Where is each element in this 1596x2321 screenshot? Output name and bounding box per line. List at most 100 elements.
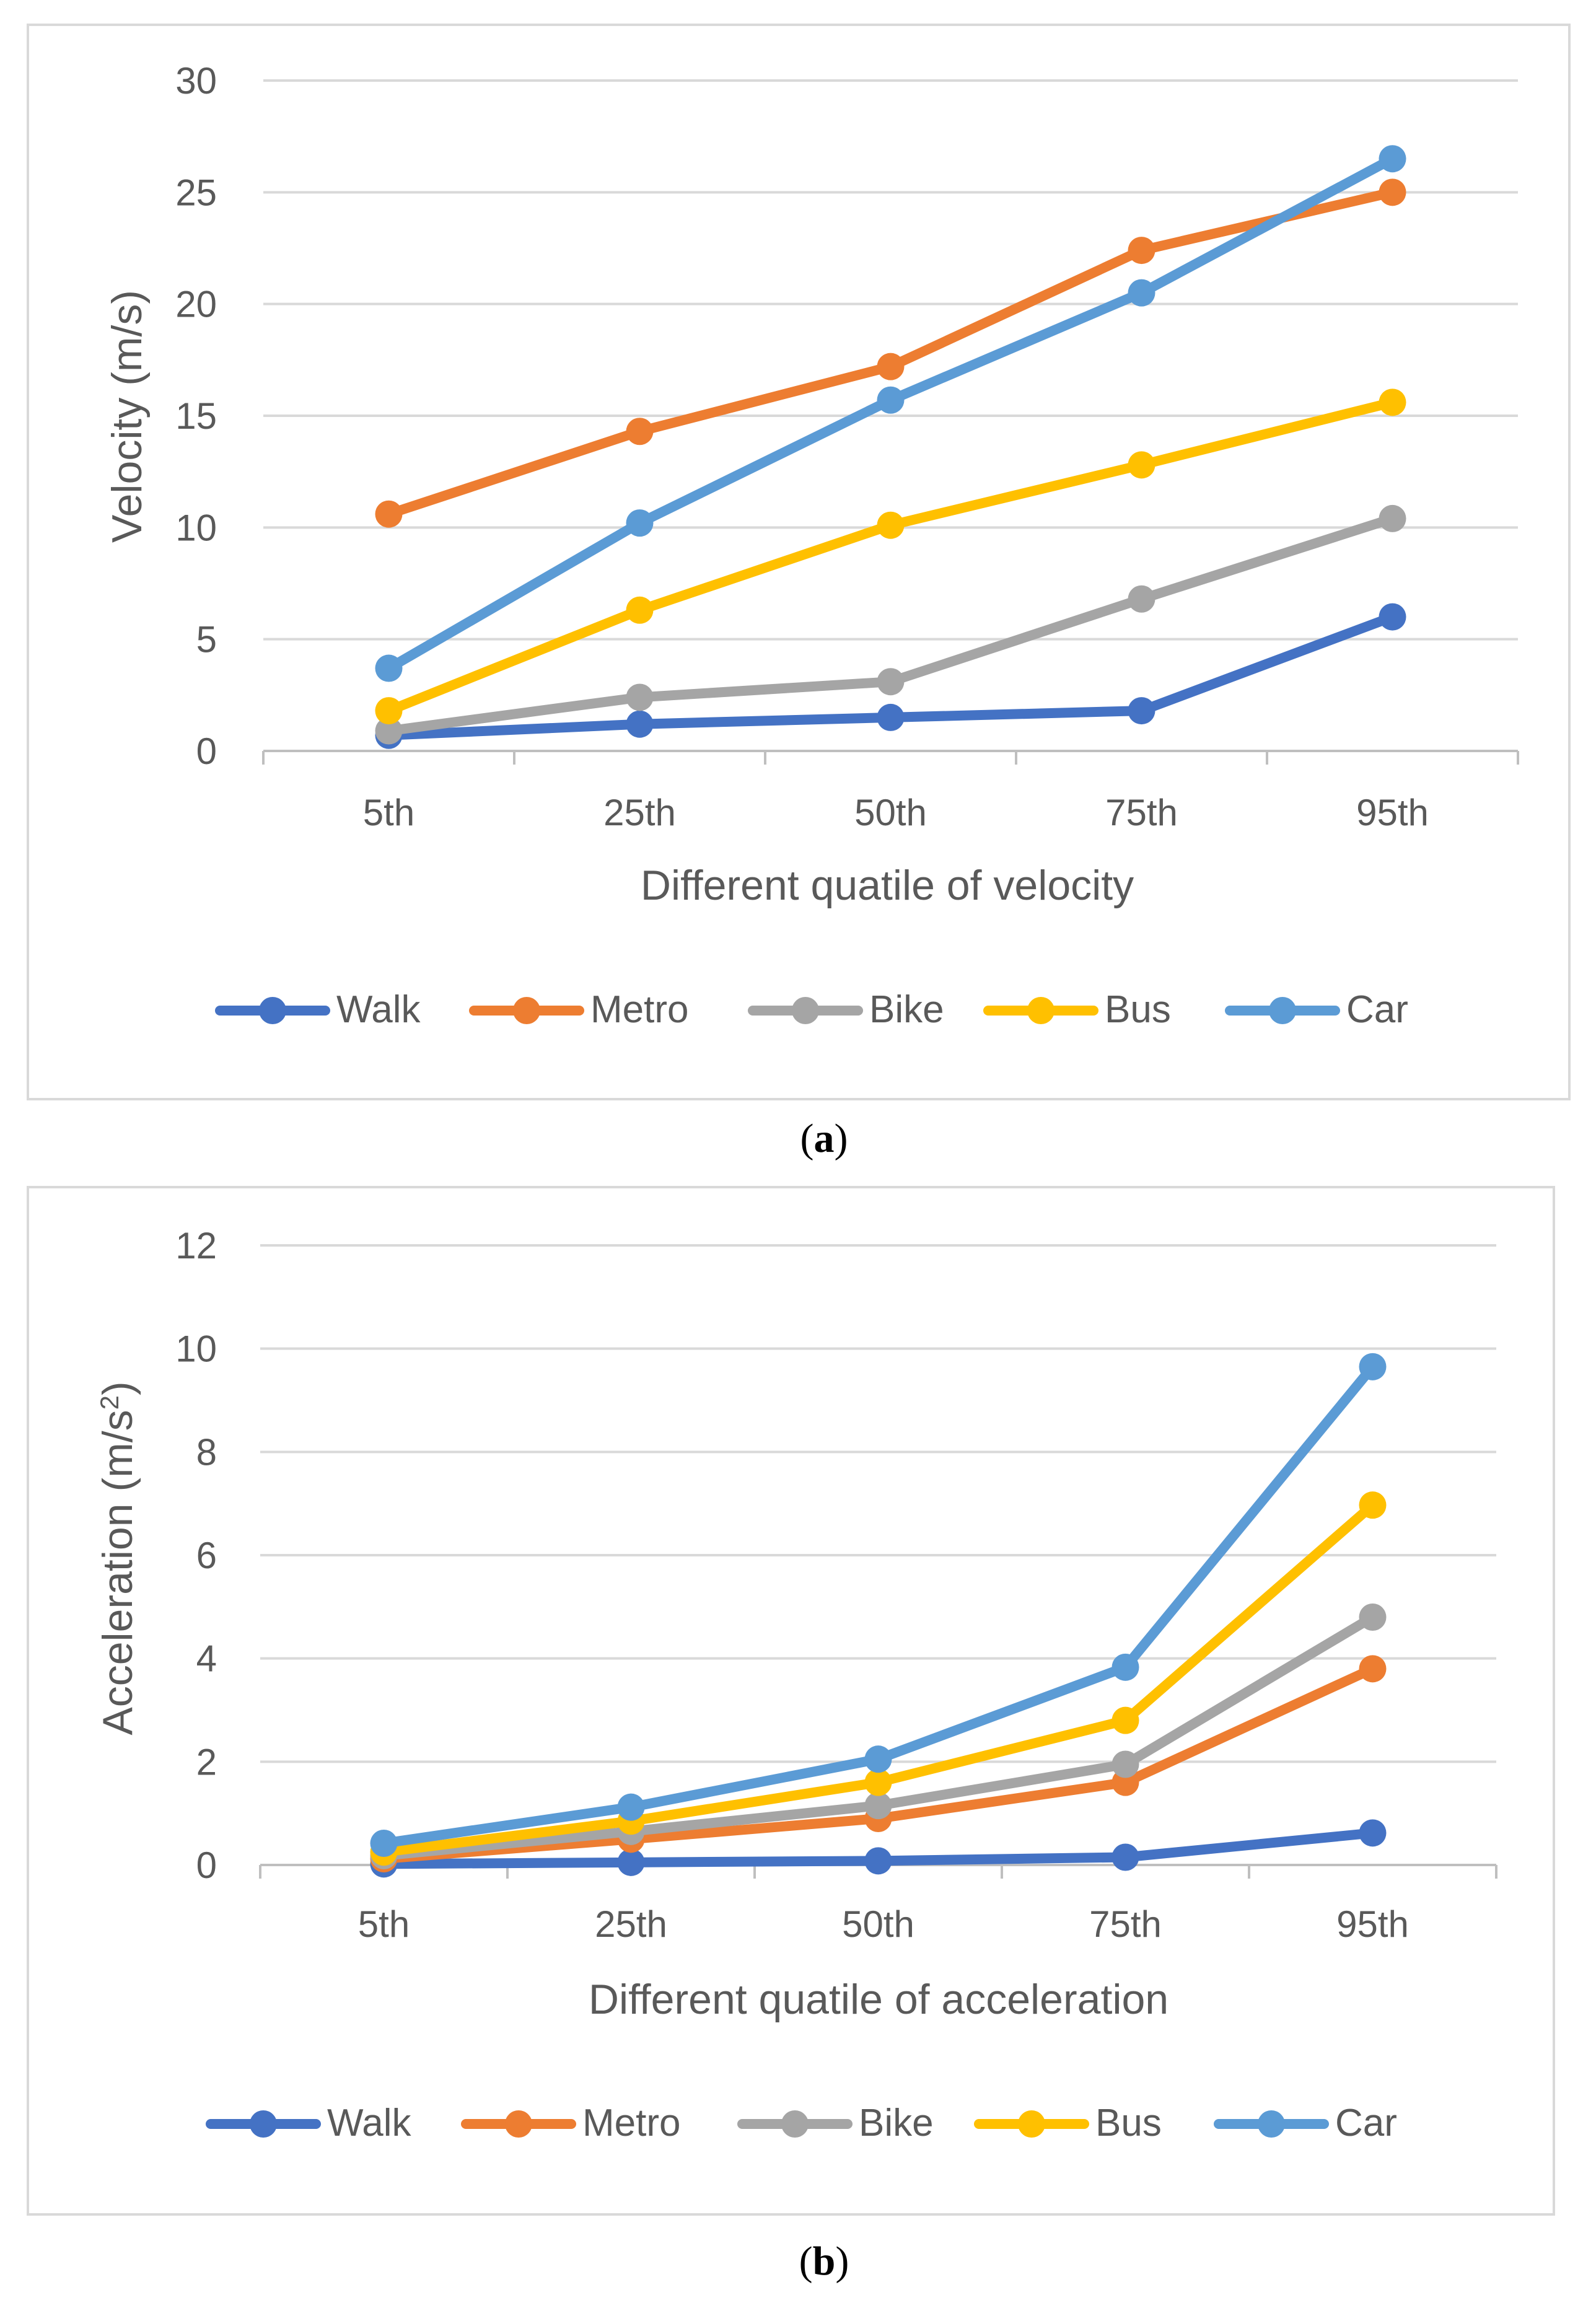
chart-a-legend-label-metro: Metro <box>590 988 688 1031</box>
chart-a-point-walk <box>1379 603 1406 631</box>
chart-b-point-walk <box>1112 1843 1139 1871</box>
chart-a-point-bike <box>626 683 654 711</box>
chart-a-y-tick-label: 20 <box>175 284 217 325</box>
chart-b-x-tick-label: 25th <box>595 1903 667 1945</box>
chart-b-legend-label-car: Car <box>1335 2102 1397 2144</box>
chart-b-point-car <box>370 1830 398 1857</box>
chart-a-point-metro <box>1379 178 1406 206</box>
chart-b-point-bike <box>864 1792 892 1820</box>
chart-a-point-metro <box>626 418 654 445</box>
chart-a-y-tick-label: 25 <box>175 172 217 213</box>
chart-a-x-tick-label: 5th <box>363 792 414 833</box>
chart-b-legend-marker-metro <box>505 2110 532 2138</box>
chart-a-x-tick-label: 95th <box>1356 792 1429 833</box>
chart-a-series-line-bus <box>384 397 1398 716</box>
chart-b-legend-label-walk: Walk <box>327 2102 411 2144</box>
chart-a-point-bike <box>877 668 905 696</box>
chart-b-x-tick-label: 75th <box>1089 1903 1162 1945</box>
chart-b-y-tick-label: 8 <box>196 1431 217 1473</box>
chart-a-point-walk <box>1128 697 1155 725</box>
caption-a: (a) <box>800 1116 848 1161</box>
chart-b-x-axis-title: Different quatile of acceleration <box>589 1976 1168 2023</box>
chart-a-point-metro <box>375 500 403 528</box>
chart-b-point-car <box>864 1745 892 1773</box>
chart-a-point-car <box>626 509 654 537</box>
chart-a-legend-marker-walk <box>259 997 286 1024</box>
chart-b-legend-label-bike: Bike <box>859 2102 934 2144</box>
chart-a-point-bike <box>1128 585 1155 613</box>
chart-a-legend-marker-bus <box>1027 997 1054 1024</box>
chart-a-point-bus <box>877 511 905 539</box>
chart-b-x-tick-label: 95th <box>1336 1903 1409 1945</box>
chart-a-point-bike <box>1379 504 1406 532</box>
chart-a-point-metro <box>1128 237 1155 265</box>
chart-b-plot-area: 0 2 4 6 8 10 12 5th 25th 50th 75th 95th Walk Metro Bik… <box>175 1225 1497 2144</box>
chart-b-point-metro <box>1359 1655 1387 1683</box>
chart-b-point-bus <box>1359 1491 1387 1519</box>
chart-a-point-metro <box>877 353 905 380</box>
chart-a-legend-label-car: Car <box>1346 988 1408 1031</box>
chart-a-point-car <box>1379 145 1406 173</box>
chart-a-legend-label-bike: Bike <box>869 988 944 1031</box>
chart-b-point-walk <box>617 1848 645 1876</box>
chart-a-point-bus <box>375 697 403 725</box>
chart-a-x-axis-title: Different quatile of velocity <box>641 862 1134 909</box>
chart-b-y-tick-label: 4 <box>196 1638 217 1680</box>
chart-a-y-tick-label: 5 <box>196 619 217 660</box>
chart-a-y-tick-label: 30 <box>175 60 217 102</box>
chart-b-y-axis-title-sup: 2 <box>95 1395 124 1410</box>
chart-a-legend-marker-bike <box>792 997 819 1024</box>
chart-b-y-axis-title: Acceleration (m/s2) <box>94 1381 141 1735</box>
chart-b-y-tick-label: 0 <box>196 1845 217 1886</box>
chart-b-y-axis-title-end: ) <box>94 1381 141 1395</box>
chart-a-x-tick-label: 25th <box>603 792 676 833</box>
chart-b-point-walk <box>864 1847 892 1875</box>
chart-b-point-car <box>1359 1353 1387 1380</box>
caption-b: (b) <box>799 2239 849 2284</box>
chart-a-legend-label-bus: Bus <box>1105 988 1171 1031</box>
chart-b-legend-marker-bus <box>1018 2110 1045 2138</box>
chart-a-series-line-bike <box>384 513 1398 736</box>
chart-b-legend-marker-car <box>1258 2110 1285 2138</box>
chart-b-point-car <box>617 1793 645 1821</box>
chart-a-y-tick-label: 0 <box>196 731 217 772</box>
chart-a-point-bike <box>375 717 403 745</box>
chart-a-point-bus <box>626 596 654 624</box>
chart-a-legend-label-walk: Walk <box>336 988 421 1031</box>
chart-a-plot-area: 0 5 10 15 20 25 30 5th 25th 50th 75th 95th Walk Metro… <box>175 60 1519 1031</box>
caption-b-label: b <box>812 2239 836 2284</box>
chart-a-x-tick-label: 75th <box>1105 792 1178 833</box>
chart-b-point-walk <box>1359 1819 1387 1847</box>
chart-b-y-tick-label: 10 <box>175 1328 217 1370</box>
chart-b-y-axis-title-main: Acceleration (m/s <box>94 1410 141 1735</box>
chart-b-point-bike <box>1359 1604 1387 1631</box>
chart-a-y-tick-label: 10 <box>175 507 217 548</box>
chart-b-point-bus <box>864 1768 892 1796</box>
chart-b-point-bike <box>1112 1750 1139 1778</box>
chart-a-x-tick-label: 50th <box>854 792 927 833</box>
chart-b-legend-label-bus: Bus <box>1095 2102 1162 2144</box>
chart-a-point-bus <box>1128 451 1155 479</box>
chart-a-point-car <box>1128 279 1155 307</box>
chart-b-x-tick-label: 50th <box>842 1903 914 1945</box>
chart-a-point-walk <box>877 703 905 731</box>
chart-b-legend-marker-walk <box>250 2110 277 2138</box>
chart-b-x-tick-label: 5th <box>358 1903 410 1945</box>
chart-b-y-tick-label: 12 <box>175 1225 217 1266</box>
chart-a-point-car <box>877 386 905 414</box>
caption-a-label: a <box>813 1116 835 1161</box>
chart-a-y-tick-label: 15 <box>175 395 217 437</box>
chart-b-legend-marker-bike <box>781 2110 809 2138</box>
chart-b-y-tick-label: 2 <box>196 1741 217 1783</box>
chart-a-point-car <box>375 654 403 682</box>
chart-a-legend-marker-car <box>1269 997 1296 1024</box>
chart-b-point-bus <box>1112 1706 1139 1734</box>
chart-a-point-walk <box>626 710 654 738</box>
chart-b-legend-label-metro: Metro <box>582 2102 680 2144</box>
chart-a-legend-marker-metro <box>513 997 540 1024</box>
chart-a-y-axis-title: Velocity (m/s) <box>103 290 151 543</box>
chart-a-point-bus <box>1379 388 1406 416</box>
chart-b-point-car <box>1112 1653 1139 1681</box>
chart-b-y-tick-label: 6 <box>196 1535 217 1576</box>
